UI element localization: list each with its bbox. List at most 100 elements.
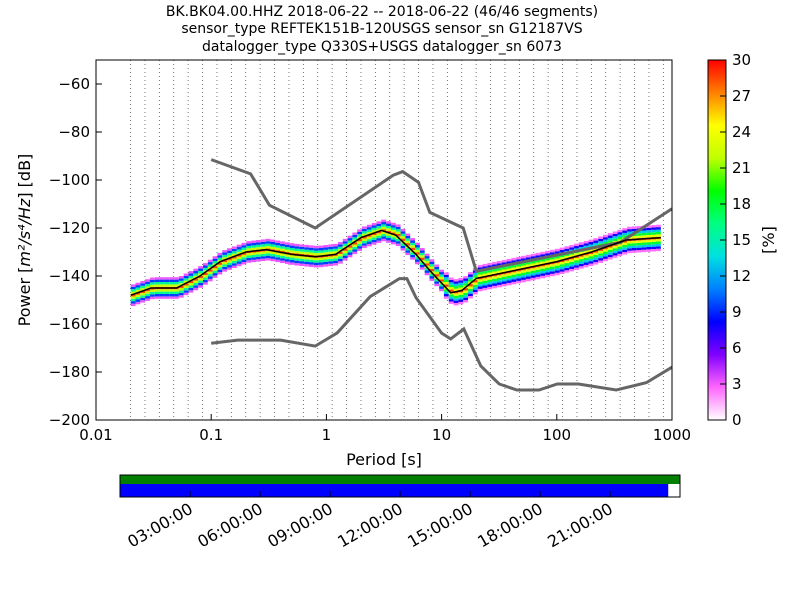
psd-cell xyxy=(304,264,310,267)
psd-cell xyxy=(395,226,401,230)
psd-cell xyxy=(352,244,358,247)
psd-cell xyxy=(183,292,189,296)
psd-cell xyxy=(477,272,483,275)
psd-cell xyxy=(569,244,575,248)
psd-cell xyxy=(304,244,310,248)
psd-cell xyxy=(357,243,363,247)
psd-cell xyxy=(636,233,642,236)
psd-plot-area: 0.01 0.1 1 10 100 1000 −200 −180 −160 −140 −120 −1… xyxy=(49,59,691,444)
psd-cell xyxy=(270,254,276,257)
psd-cell xyxy=(145,286,150,289)
psd-cell xyxy=(622,240,628,243)
psd-cell xyxy=(227,265,232,268)
psd-cell xyxy=(275,242,281,246)
psd-cell xyxy=(217,257,223,261)
psd-cell xyxy=(569,259,575,262)
psd-cell xyxy=(477,267,483,270)
psd-cell xyxy=(265,246,271,249)
psd-cell xyxy=(554,265,560,269)
psd-cell xyxy=(453,293,459,296)
psd-cell xyxy=(429,276,435,279)
psd-cell xyxy=(496,280,502,283)
psd-cell xyxy=(525,269,531,272)
psd-cell xyxy=(627,250,632,254)
psd-cell xyxy=(159,284,165,287)
psd-cell xyxy=(366,236,372,240)
psd-cell xyxy=(612,250,618,254)
psd-cell xyxy=(183,287,189,291)
psd-cell xyxy=(337,261,343,264)
psd-cell xyxy=(265,258,271,261)
psd-cell xyxy=(149,289,155,292)
psd-cell xyxy=(574,248,579,251)
psd-cell xyxy=(178,275,184,279)
psd-cell xyxy=(212,256,218,259)
psd-cell xyxy=(468,279,473,282)
psd-cell xyxy=(149,282,155,285)
psd-cell xyxy=(443,274,449,278)
psd-cell xyxy=(265,243,271,247)
psd-cell xyxy=(164,279,170,282)
psd-cell xyxy=(202,277,208,280)
psd-cell xyxy=(627,248,632,251)
psd-cell xyxy=(357,234,363,237)
psd-cell xyxy=(448,289,454,292)
psd-cell xyxy=(130,298,136,302)
psd-cell xyxy=(154,277,160,280)
psd-cell xyxy=(511,257,517,261)
psd-cell xyxy=(651,246,657,250)
psd-cell xyxy=(554,272,560,276)
psd-cell xyxy=(270,251,276,255)
psd-cell xyxy=(549,259,555,262)
psd-cell xyxy=(535,262,541,265)
psd-cell xyxy=(607,254,613,258)
psd-cell xyxy=(284,242,290,245)
psd-cell xyxy=(603,242,608,245)
psd-cell xyxy=(482,273,488,276)
psd-cell xyxy=(270,256,276,259)
psd-cell xyxy=(410,238,416,241)
psd-cell xyxy=(612,231,618,234)
psd-cell xyxy=(294,246,300,249)
psd-cell xyxy=(145,281,150,285)
psd-cell xyxy=(448,287,454,290)
psd-cell xyxy=(530,261,536,264)
psd-cell xyxy=(390,237,396,240)
psd-cell xyxy=(362,238,367,241)
psd-cell xyxy=(371,227,377,231)
psd-cell xyxy=(463,292,469,296)
psd-cell xyxy=(212,258,218,262)
psd-cell xyxy=(641,228,647,231)
psd-cell xyxy=(415,252,420,255)
psd-cell xyxy=(236,247,242,250)
psd-cell xyxy=(617,232,623,235)
psd-cell xyxy=(299,256,305,259)
psd-cell xyxy=(468,291,473,294)
psd-cell xyxy=(337,244,343,247)
psd-cell xyxy=(612,253,618,256)
psd-cell xyxy=(183,283,189,286)
psd-cell xyxy=(289,248,295,251)
psd-cell xyxy=(231,251,237,254)
psd-cell xyxy=(304,256,310,260)
psd-cell xyxy=(530,277,536,281)
psd-cell xyxy=(453,298,459,301)
psd-cell xyxy=(574,258,579,261)
psd-cell xyxy=(501,262,507,265)
psd-cell xyxy=(429,259,435,262)
psd-cell xyxy=(521,263,526,266)
psd-cell xyxy=(501,269,507,272)
psd-cell xyxy=(607,240,613,243)
psd-cell xyxy=(174,279,179,282)
psd-cell xyxy=(280,255,285,259)
psd-cell xyxy=(574,260,579,263)
psd-cell xyxy=(342,253,348,256)
psd-cell xyxy=(323,257,329,260)
psd-cell xyxy=(145,293,150,297)
psd-cell xyxy=(241,262,247,265)
psd-cell xyxy=(656,227,661,230)
colorbar-ticks: 0 3 6 9 12 15 18 21 24 27 30 xyxy=(720,51,751,429)
psd-cell xyxy=(453,295,459,299)
psd-cell xyxy=(482,283,488,286)
